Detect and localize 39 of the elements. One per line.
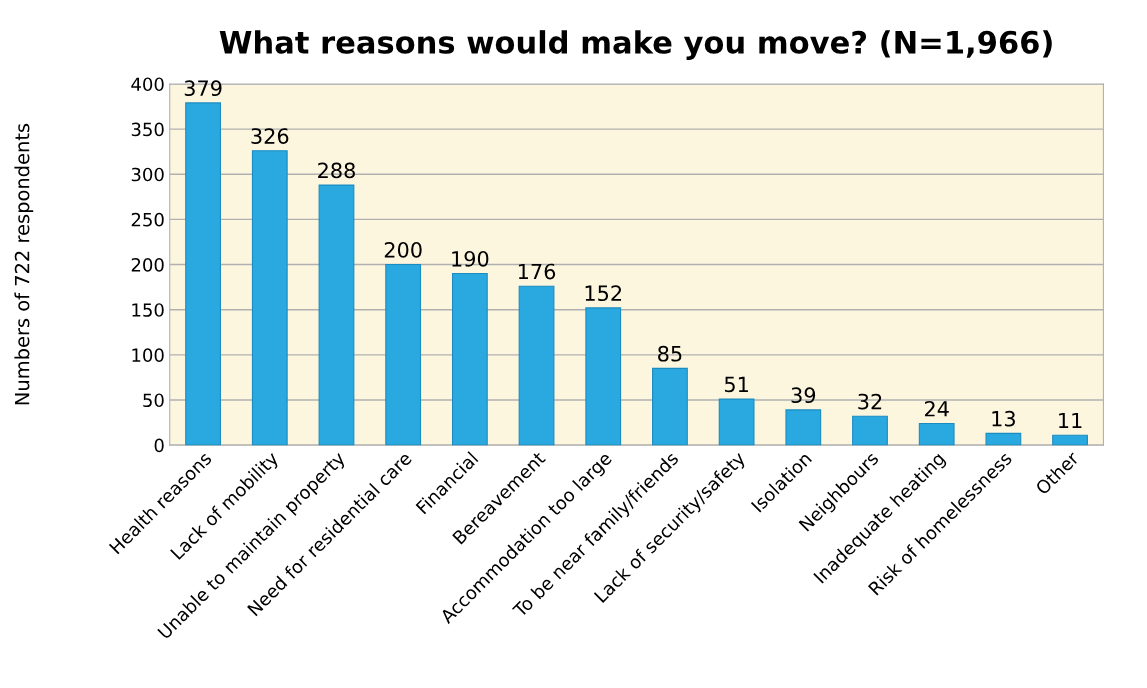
- data-label: 39: [791, 387, 816, 404]
- y-axis-title: Numbers of 722 respondents: [14, 123, 34, 405]
- data-label: 190: [452, 250, 489, 267]
- chart-title: What reasons would make you move? (N=1,966): [219, 30, 1052, 60]
- bar: [985, 432, 1022, 446]
- data-label: 11: [1059, 412, 1082, 429]
- bar: [718, 398, 755, 446]
- bar: [518, 285, 555, 446]
- y-tick-label: 250: [131, 212, 164, 227]
- data-label: 379: [184, 80, 222, 97]
- bar: [918, 422, 955, 446]
- bar: [852, 415, 888, 446]
- bar: [652, 367, 688, 446]
- data-label: 200: [384, 241, 422, 258]
- data-label: 326: [251, 128, 289, 144]
- y-tick-label: 0: [154, 438, 164, 453]
- data-label: 85: [658, 345, 682, 362]
- y-tick-label: 100: [132, 348, 164, 362]
- y-tick-label: 400: [131, 77, 164, 92]
- bar: [785, 409, 822, 446]
- bar: [585, 307, 622, 446]
- bar: [251, 150, 288, 446]
- data-label: 152: [585, 285, 622, 302]
- data-label: 13: [992, 410, 1015, 427]
- y-tick-label: 350: [131, 122, 164, 137]
- data-label: 24: [924, 400, 949, 417]
- y-tick-label: 200: [131, 258, 164, 272]
- bar: [1052, 434, 1088, 446]
- data-label: 51: [724, 376, 748, 393]
- y-tick-label: 50: [143, 393, 164, 408]
- bar: [385, 263, 422, 446]
- data-label: 176: [518, 263, 556, 280]
- bar: [318, 184, 355, 446]
- data-label: 288: [318, 162, 355, 179]
- y-tick-label: 150: [132, 303, 164, 317]
- bar: [451, 273, 488, 446]
- y-tick-label: 300: [131, 167, 164, 182]
- bar: [185, 102, 221, 446]
- data-label: 32: [858, 393, 882, 410]
